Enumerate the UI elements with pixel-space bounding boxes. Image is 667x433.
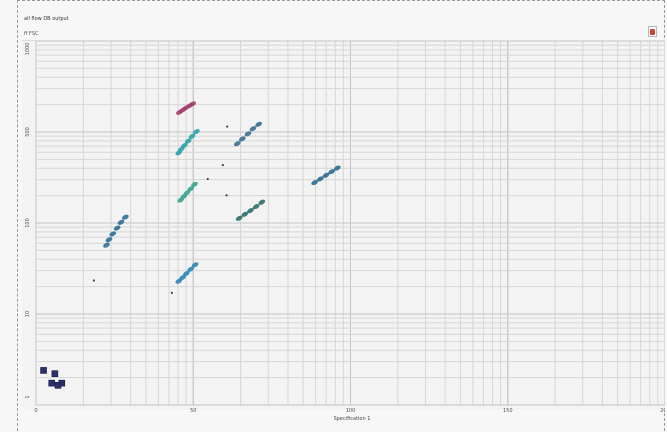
data-point-small	[221, 164, 224, 167]
data-point	[189, 101, 196, 107]
data-point	[183, 190, 191, 196]
export-button[interactable]	[648, 26, 657, 37]
data-point	[113, 225, 121, 231]
data-point-small	[226, 125, 229, 128]
export-icon	[650, 28, 655, 35]
data-point	[187, 266, 195, 272]
x-tick-label: 200	[660, 408, 665, 414]
data-point	[316, 176, 324, 182]
plot-panel[interactable]: 0 50 100 150 200 1000 500 100 10 1 Specification …	[22, 40, 665, 422]
data-point	[238, 136, 246, 142]
x-tick-label: 100	[346, 408, 356, 414]
data-point-square	[51, 370, 59, 377]
data-point	[117, 219, 125, 225]
data-point-small	[92, 279, 95, 282]
x-tick-label: 50	[190, 408, 196, 414]
x-tick-label: 150	[503, 408, 513, 414]
y-tick-label: 1	[25, 395, 31, 398]
data-point	[235, 215, 243, 221]
data-point	[121, 214, 129, 220]
data-point	[311, 180, 318, 186]
data-point-square	[54, 382, 62, 389]
window-subtitle: ff FSC	[24, 31, 39, 37]
x-axis-label: Specification 1	[334, 416, 371, 422]
data-point-square	[40, 367, 47, 374]
scatter-chart[interactable]: 0 50 100 150 200 1000 500 100 10 1 Specification …	[22, 41, 665, 433]
grid	[35, 41, 665, 406]
data-point	[182, 271, 190, 277]
data-point	[191, 181, 198, 187]
data-point	[109, 231, 117, 237]
data-points	[40, 101, 341, 389]
data-point	[233, 141, 241, 147]
data-point	[249, 126, 257, 132]
data-point-small	[206, 177, 209, 181]
tick-labels: 0 50 100 150 200 1000 500 100 10 1	[25, 43, 665, 414]
data-point	[252, 204, 260, 210]
data-point-small	[225, 194, 228, 197]
data-point	[191, 262, 199, 268]
y-tick-label: 100	[25, 218, 31, 228]
data-point	[244, 131, 252, 137]
y-tick-label: 10	[25, 311, 31, 317]
data-point	[241, 211, 249, 217]
data-point	[181, 142, 188, 149]
data-point	[193, 129, 200, 135]
x-tick-label: 0	[34, 408, 37, 414]
data-point	[258, 199, 266, 205]
data-point	[103, 242, 110, 248]
window-title: all flow DB output	[24, 16, 69, 22]
data-point	[322, 172, 330, 178]
data-point	[105, 237, 113, 243]
data-point	[333, 165, 341, 171]
data-point	[184, 138, 192, 144]
data-point	[187, 186, 195, 192]
data-point	[247, 208, 254, 214]
data-point	[179, 275, 186, 281]
y-tick-label: 500	[25, 127, 31, 137]
data-point-square	[48, 379, 56, 387]
data-point	[255, 121, 263, 127]
data-point	[188, 133, 196, 139]
data-point-small	[170, 291, 173, 294]
y-tick-label: 1000	[25, 43, 31, 56]
data-point	[328, 169, 335, 175]
